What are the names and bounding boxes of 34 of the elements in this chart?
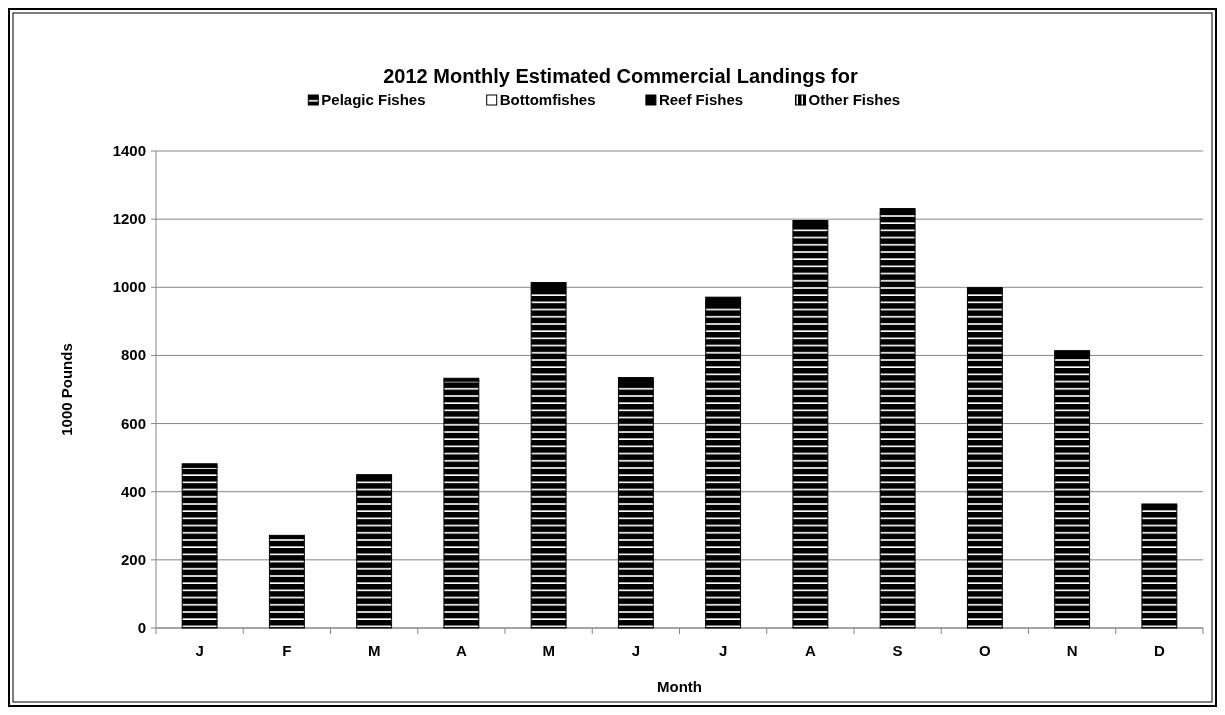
legend-label: Other Fishes [808,91,901,108]
y-tick-label: 1400 [112,142,146,159]
legend-label: Bottomfishes [499,91,596,108]
x-tick-label: S [892,642,903,659]
y-tick-label: 600 [120,414,146,432]
bar [966,289,1003,629]
legend-label: Reef Fishes [658,91,744,108]
x-tick-label: J [718,642,728,659]
y-axis-title: 1000 Pounds [58,343,75,436]
x-axis-title: Month [657,678,702,695]
x-tick-label: N [1066,642,1078,659]
x-tick-label: F [282,642,292,659]
x-tick-label: D [1153,642,1165,659]
bar [1141,506,1178,629]
x-tick-label: M [367,642,381,659]
legend-label: Pelagic Fishes [321,91,426,108]
bar [443,380,480,629]
x-tick-label: O [979,642,992,659]
y-tick-label: 800 [120,346,146,364]
x-tick-label: J [195,642,204,659]
y-tick-label: 1000 [112,278,146,296]
y-tick-label: 200 [120,550,146,568]
bar [181,466,218,629]
x-tick-label: A [455,642,467,659]
x-tick-label: M [542,642,555,659]
y-tick-label: 0 [137,619,146,636]
bar [1054,353,1091,629]
x-tick-label: J [631,642,641,659]
bar [356,476,393,629]
chart-title: 2012 Monthly Estimated Commercial Landings for [383,65,858,87]
y-tick-label: 1200 [112,210,146,228]
y-tick-label: 400 [120,482,146,500]
bar [268,537,305,629]
x-tick-label: A [804,642,816,659]
